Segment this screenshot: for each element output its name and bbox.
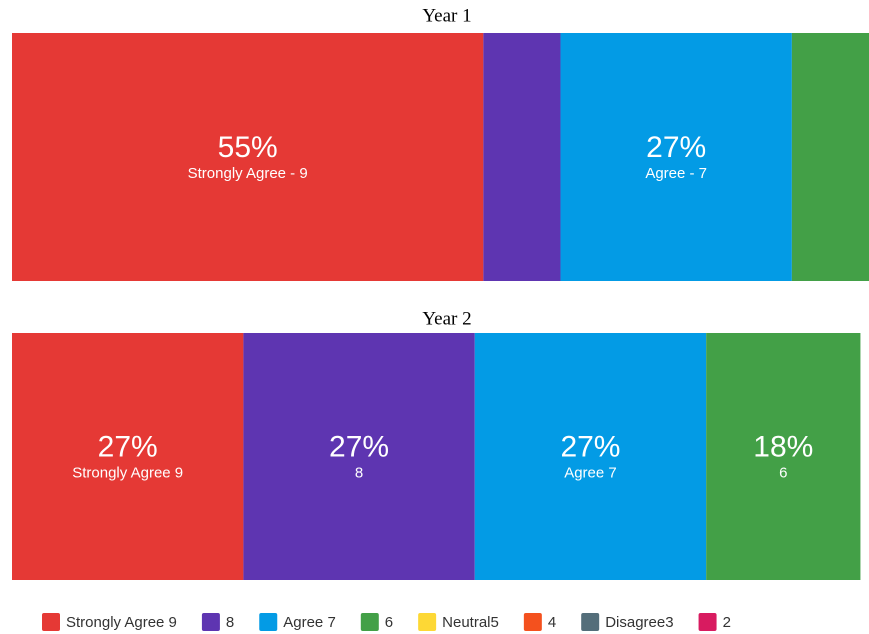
segment-label: Agree - 7 — [645, 165, 707, 182]
segment-label: 8 — [355, 464, 363, 481]
legend-swatch — [42, 613, 60, 631]
value-label: 18% — [753, 430, 813, 463]
bar-segment — [483, 33, 561, 281]
bar-segment — [706, 333, 861, 580]
legend-swatch — [581, 613, 600, 631]
legend-label: 4 — [548, 614, 556, 631]
legend-label: Neutral5 — [442, 614, 499, 631]
legend-swatch — [523, 613, 542, 631]
legend-swatch — [418, 613, 437, 631]
legend-swatch — [201, 613, 220, 631]
value-label: 27% — [98, 430, 158, 463]
legend-swatch — [698, 613, 717, 631]
bar-segment — [791, 33, 869, 281]
segment-label: 6 — [779, 464, 787, 481]
value-label: 55% — [218, 131, 278, 164]
legend-swatch — [259, 613, 278, 631]
bar-segment — [12, 333, 244, 580]
segment-label: Strongly Agree 9 — [72, 464, 183, 481]
segment-label: Agree 7 — [564, 464, 617, 481]
value-label: 27% — [646, 131, 706, 164]
chart-title: Year 1 — [422, 5, 471, 26]
legend-label: Agree 7 — [283, 614, 336, 631]
value-label: 27% — [560, 430, 620, 463]
segment-label: Strongly Agree - 9 — [188, 165, 308, 182]
chart-title: Year 2 — [422, 308, 471, 329]
bar-segment — [12, 33, 484, 281]
bar-segment — [243, 333, 475, 580]
legend-label: Strongly Agree 9 — [66, 614, 177, 631]
bar-segment — [474, 333, 707, 580]
legend-label: 8 — [226, 614, 234, 631]
value-label: 27% — [329, 430, 389, 463]
legend-swatch — [360, 613, 379, 631]
bar-segment — [560, 33, 792, 281]
legend-label: Disagree3 — [605, 614, 673, 631]
legend-label: 2 — [723, 614, 731, 631]
legend-label: 6 — [385, 614, 393, 631]
